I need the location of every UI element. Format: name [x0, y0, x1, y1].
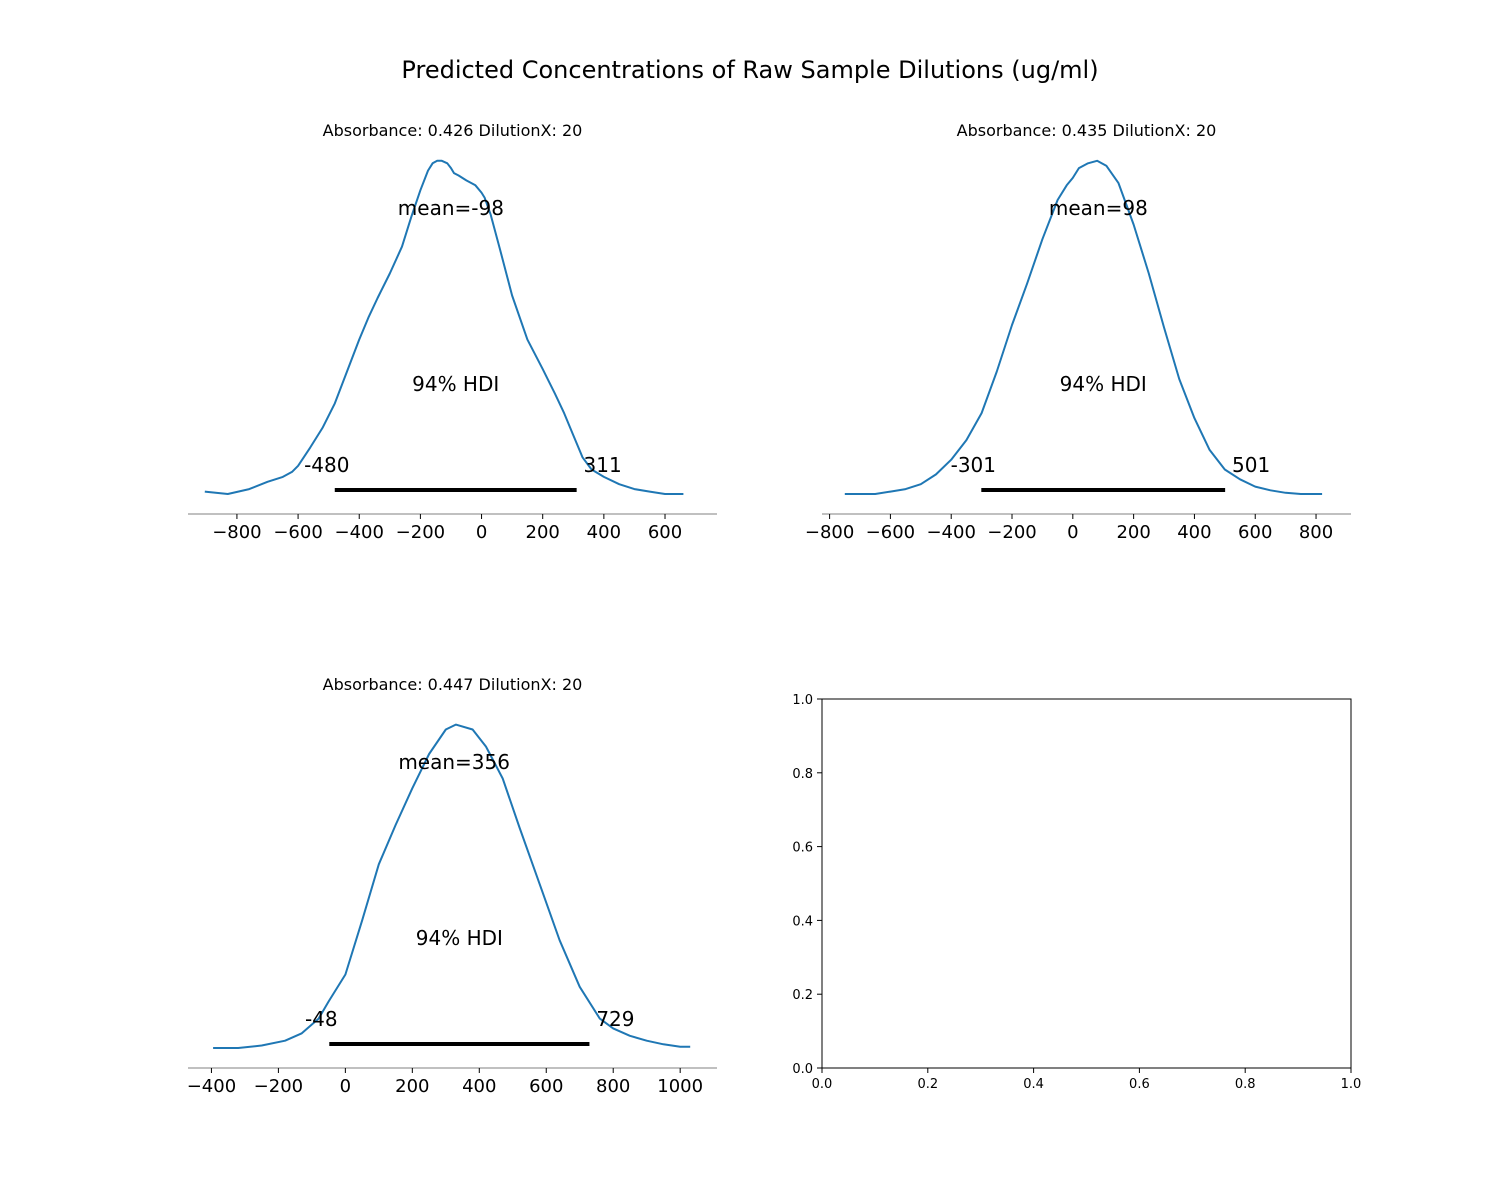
hdi-high-label: 311: [584, 453, 622, 477]
x-tick-label: 0.4: [1023, 1077, 1044, 1092]
x-tick-label: −200: [987, 522, 1036, 543]
mean-label: mean=98: [1049, 196, 1148, 220]
x-tick-label: 600: [1238, 522, 1272, 543]
y-tick-label: 0.0: [792, 1062, 813, 1077]
hdi-low-label: -480: [304, 453, 349, 477]
x-tick-label: 600: [648, 522, 682, 543]
x-tick-label: 400: [587, 522, 621, 543]
x-tick-label: 400: [462, 1076, 496, 1097]
x-tick-label: 800: [1299, 522, 1333, 543]
subplot-1: −800 −600 −400 −200 0 200 400 600 Absorbance: 0.…: [188, 121, 717, 543]
x-tick-label: 800: [596, 1076, 630, 1097]
x-tick-label: 1000: [657, 1076, 703, 1097]
hdi-label: 94% HDI: [1060, 372, 1147, 396]
axes-frame: [821, 698, 1352, 1069]
subplot-title: Absorbance: 0.426 DilutionX: 20: [323, 121, 583, 140]
x-tick-label: 400: [1177, 522, 1211, 543]
mean-label: mean=-98: [398, 196, 504, 220]
x-tick-label: 200: [1116, 522, 1150, 543]
x-tick-label: 0.6: [1129, 1077, 1150, 1092]
subplots: −800 −600 −400 −200 0 200 400 600 Absorbance: 0.…: [187, 121, 1362, 1097]
x-tick-label: −400: [187, 1076, 236, 1097]
x-tick-label: 200: [395, 1076, 429, 1097]
x-tick-label: 600: [529, 1076, 563, 1097]
hdi-low-label: -48: [305, 1007, 338, 1031]
y-tick-label: 0.2: [792, 988, 813, 1003]
x-tick-label: 0: [1067, 522, 1078, 543]
subplot-title: Absorbance: 0.447 DilutionX: 20: [323, 675, 583, 694]
x-tick-label: −400: [335, 522, 384, 543]
y-tick-label: 0.6: [792, 841, 813, 856]
x-tick-label: 0.2: [917, 1077, 938, 1092]
subplot-3: −400 −200 0 200 400 600 800 1000 Absorbance: 0.4…: [187, 675, 717, 1097]
density-curve: [844, 159, 1323, 495]
y-tick-label: 0.4: [792, 914, 813, 929]
x-tick-label: 0.8: [1235, 1077, 1256, 1092]
hdi-label: 94% HDI: [412, 372, 499, 396]
x-tick-label: −200: [254, 1076, 303, 1097]
subplot-4: 0.0 0.2 0.4 0.6 0.8 1.0 0.0 0.2 0.4 0.6 0.8 1.0: [792, 693, 1361, 1092]
x-tick-label: 1.0: [1341, 1077, 1362, 1092]
mean-label: mean=356: [398, 750, 510, 774]
y-tick-label: 1.0: [792, 693, 813, 708]
hdi-label: 94% HDI: [416, 926, 503, 950]
figure-title: Predicted Concentrations of Raw Sample D…: [401, 56, 1098, 84]
x-tick-label: 200: [526, 522, 560, 543]
x-tick-label: −400: [926, 522, 975, 543]
y-tick-label: 0.8: [792, 767, 813, 782]
x-tick-label: −600: [273, 522, 322, 543]
hdi-low-label: -301: [951, 453, 996, 477]
density-curve: [204, 159, 684, 495]
subplot-2: −800 −600 −400 −200 0 200 400 600 800 Absorbance:…: [805, 121, 1351, 543]
x-tick-label: 0: [476, 522, 487, 543]
x-tick-label: −200: [396, 522, 445, 543]
x-tick-label: −800: [805, 522, 854, 543]
subplot-title: Absorbance: 0.435 DilutionX: 20: [957, 121, 1217, 140]
x-tick-label: −800: [212, 522, 261, 543]
hdi-high-label: 501: [1232, 453, 1270, 477]
density-curve: [213, 723, 691, 1049]
x-tick-label: 0.0: [812, 1077, 833, 1092]
hdi-high-label: 729: [596, 1007, 634, 1031]
x-tick-label: 0: [340, 1076, 351, 1097]
x-tick-label: −600: [866, 522, 915, 543]
